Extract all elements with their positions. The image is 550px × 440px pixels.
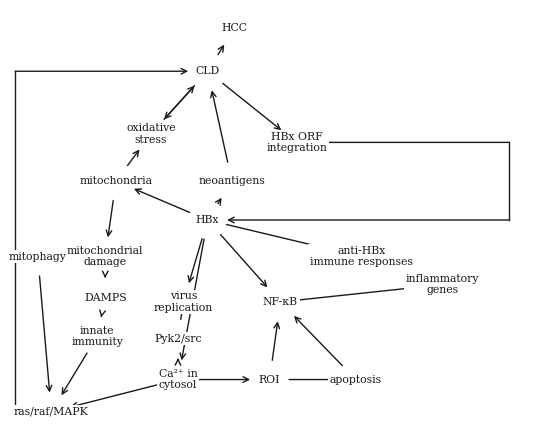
Text: innate
immunity: innate immunity — [71, 326, 123, 347]
Text: CLD: CLD — [195, 66, 220, 76]
Text: HBx ORF
integration: HBx ORF integration — [266, 132, 327, 153]
Text: mitophagy: mitophagy — [9, 252, 67, 262]
Text: apoptosis: apoptosis — [330, 374, 382, 385]
Text: inflammatory
genes: inflammatory genes — [405, 274, 479, 296]
Text: anti-HBx
immune responses: anti-HBx immune responses — [310, 246, 412, 268]
Text: NF-κB: NF-κB — [263, 297, 298, 307]
Text: DAMPS: DAMPS — [84, 293, 126, 303]
Text: ras/raf/MAPK: ras/raf/MAPK — [14, 407, 89, 417]
Text: virus
replication: virus replication — [154, 291, 213, 313]
Text: HBx: HBx — [196, 215, 219, 225]
Text: HCC: HCC — [222, 23, 248, 33]
Text: mitochondrial
damage: mitochondrial damage — [67, 246, 144, 268]
Text: Pyk2/src: Pyk2/src — [154, 334, 202, 344]
Text: ROI: ROI — [259, 374, 281, 385]
Text: mitochondria: mitochondria — [80, 176, 152, 186]
Text: oxidative
stress: oxidative stress — [126, 123, 176, 145]
Text: neoantigens: neoantigens — [199, 176, 265, 186]
Text: Ca²⁺ in
cytosol: Ca²⁺ in cytosol — [158, 369, 197, 390]
